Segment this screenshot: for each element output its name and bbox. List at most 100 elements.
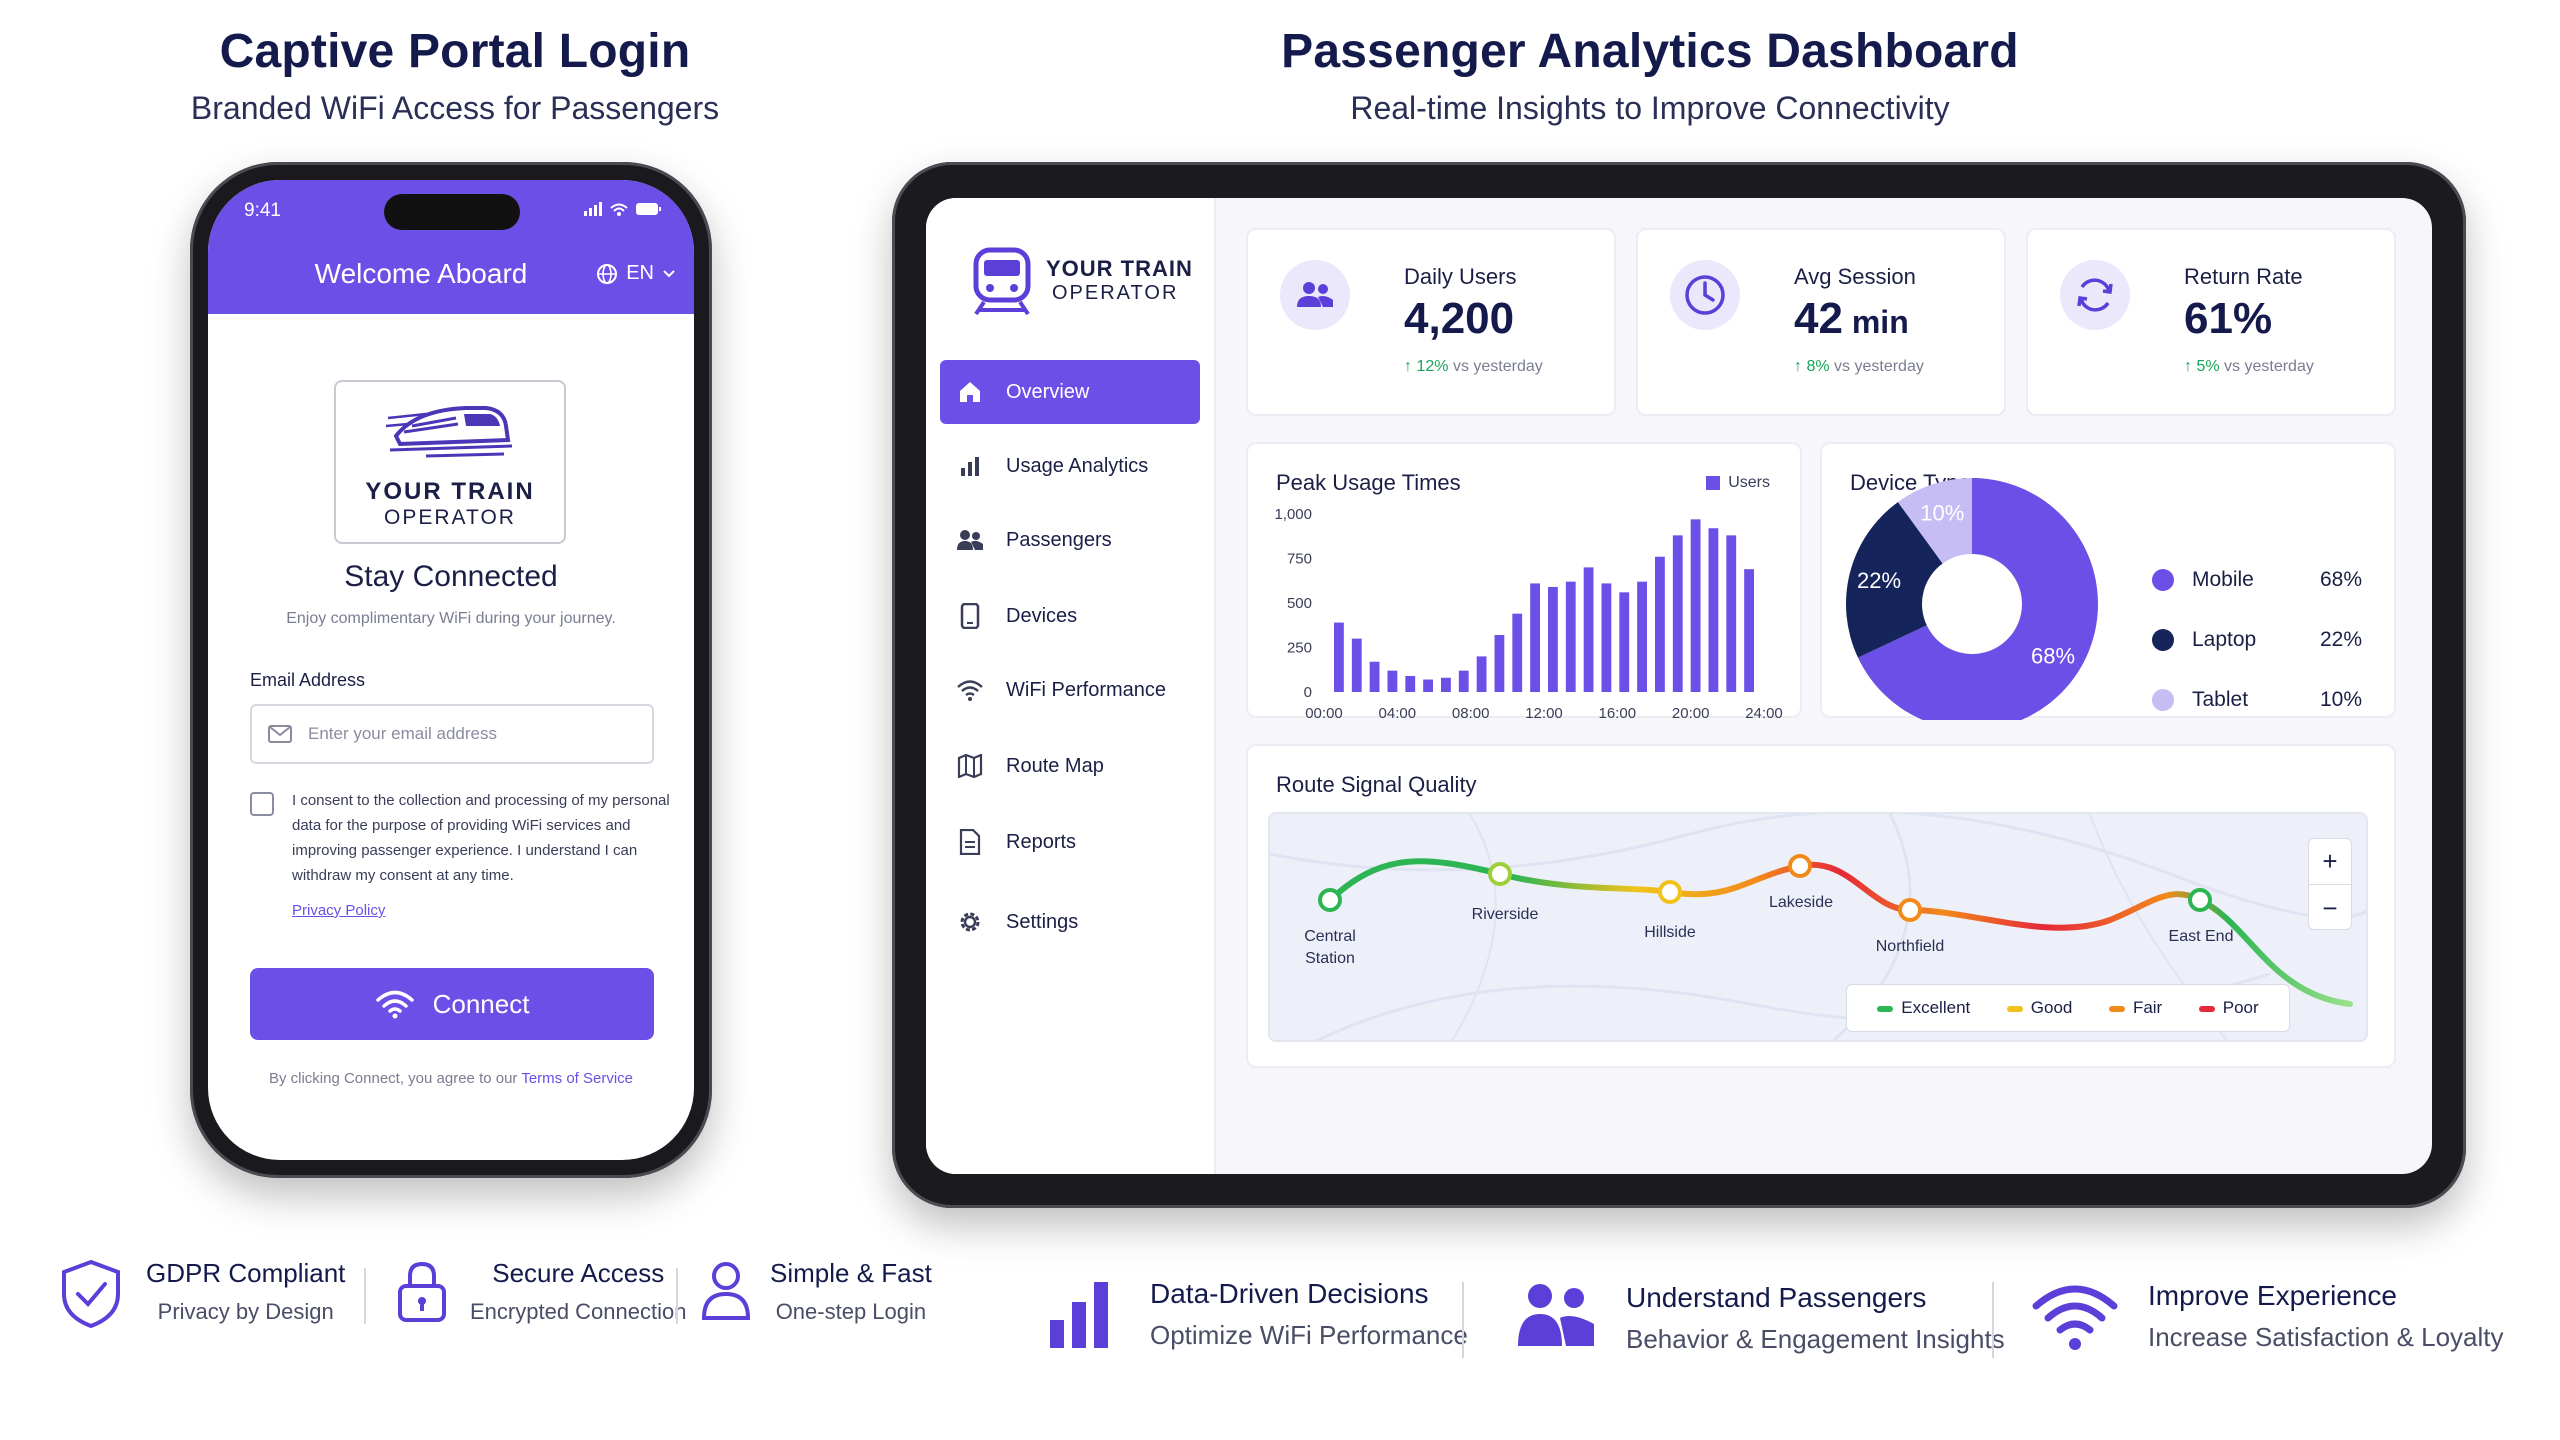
- operator-logo: YOUR TRAIN OPERATOR: [334, 380, 566, 544]
- feature-data-driven: Data-Driven Decisions Optimize WiFi Perfo…: [1048, 1278, 1468, 1351]
- stat-card-avg-session: Avg Session 42 min ↑ 8% vs yesterday: [1636, 228, 2006, 416]
- peak-usage-chart: 0 250 500 750 1,000 00:00 04:00 08:00 12:00 16:00…: [1274, 506, 1783, 720]
- stat-delta: ↑ 5% vs yesterday: [2184, 358, 2314, 375]
- usage-bar: [1441, 677, 1451, 692]
- nav-label: Settings: [1006, 910, 1079, 933]
- wifi-icon: [956, 676, 984, 704]
- stat-label: Return Rate: [2184, 264, 2303, 289]
- mail-icon: [268, 725, 292, 743]
- nav-devices[interactable]: Devices: [940, 584, 1200, 648]
- stat-card-daily-users: Daily Users 4,200 ↑ 12% vs yesterday: [1246, 228, 1616, 416]
- phone-notch: [384, 194, 520, 230]
- legend-dot: [2152, 569, 2174, 591]
- usage-bar: [1334, 622, 1344, 692]
- usage-bar: [1583, 567, 1594, 692]
- usage-bar: [1548, 586, 1558, 692]
- nav-label: Overview: [1006, 380, 1090, 403]
- dashboard-title: Passenger Analytics Dashboard: [1281, 25, 2019, 78]
- peak-usage-card: Peak Usage Times Users 0 250 500 750 1,000 00…: [1246, 442, 1802, 720]
- station-marker: [1488, 862, 1512, 886]
- bar-chart-icon: [1050, 1282, 1108, 1348]
- home-icon: [956, 378, 984, 406]
- station-label: Central Station: [1304, 928, 1356, 967]
- tablet-frame: YOUR TRAIN OPERATOR Overview Usage Analy…: [892, 162, 2466, 1208]
- route-signal-title: Route Signal Quality: [1276, 772, 1477, 797]
- y-tick-label: 750: [1287, 551, 1312, 568]
- legend-swatch: [1706, 475, 1721, 490]
- tagline: Enjoy complimentary WiFi during your jou…: [286, 610, 616, 627]
- sidebar-logo-line2: OPERATOR: [1052, 282, 1179, 304]
- divider: [1992, 1282, 1994, 1358]
- wifi-icon: [2032, 1285, 2118, 1350]
- zoom-in-button[interactable]: +: [2309, 839, 2351, 885]
- usage-bar: [1690, 519, 1701, 692]
- device-legend-row: Tablet 10%: [2152, 688, 2362, 712]
- stat-icon-bg: [1670, 260, 1740, 330]
- signal-battery-icon: [584, 202, 661, 216]
- sidebar: YOUR TRAIN OPERATOR Overview Usage Analy…: [926, 198, 1216, 1174]
- peak-legend: Users: [1706, 474, 1770, 492]
- stat-icon-bg: [2060, 260, 2130, 330]
- stat-icon-bg: [1280, 260, 1350, 330]
- nav-label: Route Map: [1006, 754, 1104, 777]
- feature-text: Improve Experience Increase Satisfaction …: [2148, 1280, 2504, 1352]
- station-marker: [1318, 888, 1342, 912]
- users-icon: [956, 526, 984, 554]
- station-label: Riverside: [1471, 906, 1539, 923]
- privacy-policy-link[interactable]: Privacy Policy: [292, 902, 386, 919]
- nav-wifi-performance[interactable]: WiFi Performance: [940, 658, 1200, 722]
- nav-usage-analytics[interactable]: Usage Analytics: [940, 434, 1200, 498]
- language-label: EN: [626, 262, 654, 284]
- terms-prefix: By clicking Connect, you agree to our: [268, 1070, 518, 1087]
- usage-bar: [1351, 638, 1362, 692]
- station-label: Northfield: [1875, 938, 1945, 955]
- email-label: Email Address: [250, 670, 366, 690]
- x-tick-label: 20:00: [1672, 705, 1710, 720]
- nav-route-map[interactable]: Route Map: [940, 734, 1200, 798]
- report-icon: [956, 828, 984, 856]
- x-tick-label: 24:00: [1745, 705, 1783, 720]
- route-map[interactable]: Central Station Riverside Hillside Lakes…: [1268, 812, 2368, 1042]
- zoom-out-button[interactable]: −: [2322, 892, 2338, 923]
- usage-bar: [1565, 581, 1576, 692]
- device-donut-chart: 68% 22% 10%: [1846, 478, 2098, 720]
- nav-passengers[interactable]: Passengers: [940, 508, 1200, 572]
- nav-overview[interactable]: Overview: [940, 360, 1200, 424]
- email-input[interactable]: [308, 724, 628, 744]
- usage-bar: [1512, 613, 1523, 692]
- signal-legend: Excellent Good Fair Poor: [1846, 984, 2290, 1032]
- language-selector[interactable]: EN: [596, 262, 676, 285]
- stat-card-return-rate: Return Rate 61% ↑ 5% vs yesterday: [2026, 228, 2396, 416]
- nav-label: Usage Analytics: [1006, 454, 1149, 477]
- train-logo-icon: [386, 406, 513, 458]
- nav-reports[interactable]: Reports: [940, 810, 1200, 874]
- usage-bar: [1405, 675, 1416, 692]
- email-field[interactable]: [250, 704, 654, 764]
- globe-icon: [597, 263, 618, 284]
- nav-settings[interactable]: Settings: [940, 890, 1200, 954]
- terms-link[interactable]: Terms of Service: [521, 1070, 634, 1087]
- feature-text: Secure Access Encrypted Connection: [470, 1258, 687, 1324]
- lock-icon: [398, 1261, 446, 1322]
- feature-text: Simple & Fast One-step Login: [770, 1258, 932, 1324]
- stat-label: Avg Session: [1794, 264, 1916, 289]
- donut-slice-label: 68%: [2031, 643, 2075, 668]
- route-signal-card: Route Signal Quality: [1246, 744, 2396, 1068]
- feature-improve: Improve Experience Increase Satisfaction …: [2032, 1280, 2504, 1353]
- x-tick-label: 12:00: [1525, 705, 1563, 720]
- consent-checkbox[interactable]: [250, 792, 274, 816]
- phone-screen: 9:41 Welcome Aboard EN: [208, 180, 694, 1160]
- station-marker: [1898, 898, 1922, 922]
- station-label: Hillside: [1644, 924, 1696, 941]
- legend-dot: [2152, 689, 2174, 711]
- divider: [676, 1268, 678, 1324]
- usage-bar: [1672, 535, 1683, 692]
- bar-chart-icon: [956, 452, 984, 480]
- x-tick-label: 16:00: [1599, 705, 1637, 720]
- nav-label: Devices: [1006, 604, 1078, 627]
- connect-button[interactable]: Connect: [250, 968, 654, 1040]
- legend-label: Laptop: [2192, 628, 2257, 651]
- y-tick-label: 1,000: [1274, 506, 1312, 523]
- feature-secure: Secure Access Encrypted Connection: [396, 1258, 686, 1325]
- usage-bar: [1655, 556, 1665, 692]
